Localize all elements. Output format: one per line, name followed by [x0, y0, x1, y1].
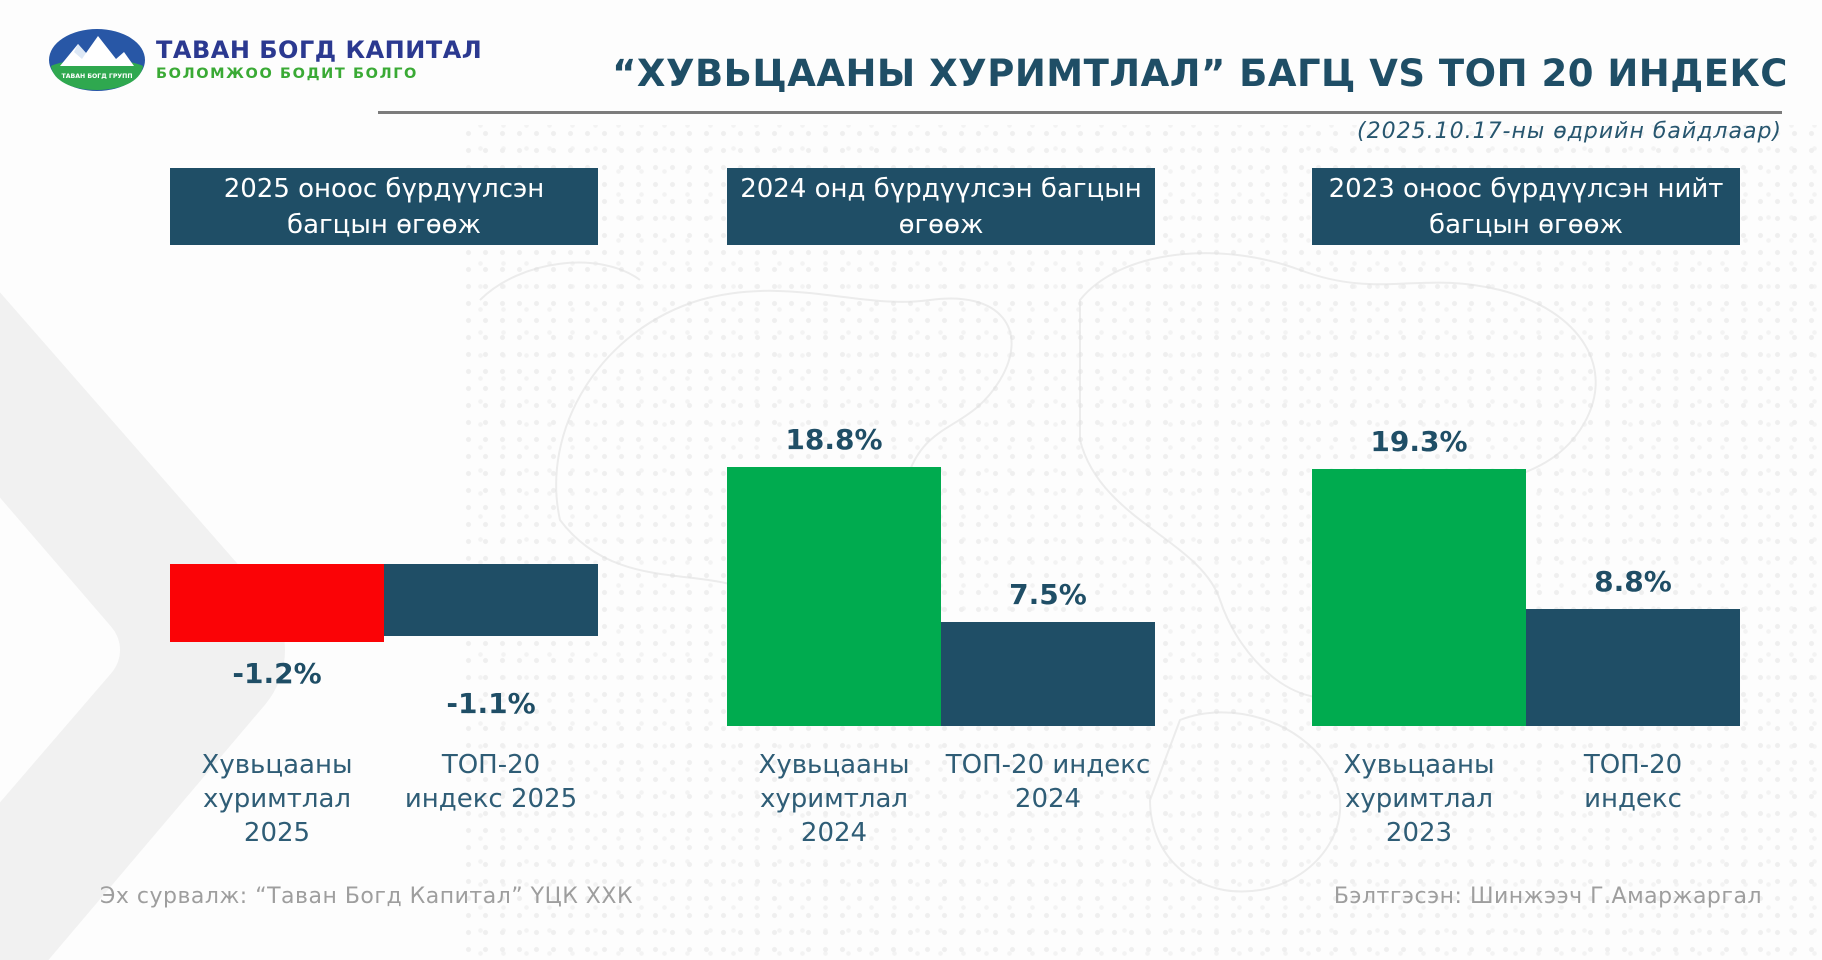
- chart-group-2024: 2024 онд бүрдүүлсэн багцын өгөөж 18.8% Ху…: [727, 168, 1155, 870]
- company-logo: ТАВАН БОГД ГРУПП ТАВАН БОГД КАПИТАЛ БОЛО…: [48, 28, 482, 92]
- logo-emblem: ТАВАН БОГД ГРУПП: [49, 29, 145, 91]
- group-header-text: 2024 онд бүрдүүлсэн багцын өгөөж: [740, 173, 1142, 240]
- chart-area-2023: 19.3% Хувьцааны хуримтлал 2023 8.8% ТОП-20 инд…: [1312, 245, 1740, 870]
- bar-category-label: ТОП-20 индекс 2025: [404, 750, 578, 814]
- bar-value-label: 8.8%: [1594, 565, 1672, 598]
- chart-group-2023: 2023 оноос бүрдүүлсэн нийт багцын өгөөж …: [1312, 168, 1740, 870]
- group-header-2023: 2023 оноос бүрдүүлсэн нийт багцын өгөөж: [1312, 168, 1740, 245]
- bar-category-label: Хувьцааны хуримтлал 2023: [1343, 750, 1495, 848]
- bar-top20-index: [384, 564, 598, 636]
- source-note: Эх сурвалж: “Таван Богд Капитал” ҮЦК ХХК: [100, 884, 634, 909]
- title-divider: [378, 111, 1782, 114]
- bar-category-label: ТОП-20 индекс: [1583, 750, 1683, 814]
- logo-emblem-text: ТАВАН БОГД ГРУПП: [61, 73, 132, 80]
- group-header-2025: 2025 оноос бүрдүүлсэн багцын өгөөж: [170, 168, 598, 245]
- bar-value-label: -1.2%: [232, 657, 322, 690]
- bar-portfolio: [727, 467, 941, 726]
- prepared-by-note: Бэлтгэсэн: Шинжээч Г.Амаржаргал: [1333, 884, 1762, 909]
- bar-category-label: ТОП-20 индекс 2024: [945, 750, 1151, 814]
- bar-category-label: Хувьцааны хуримтлал 2024: [758, 750, 910, 848]
- logo-line1: ТАВАН БОГД КАПИТАЛ: [156, 36, 483, 64]
- logo-line2: БОЛОМЖОО БОДИТ БОЛГО: [156, 66, 418, 82]
- chart-group-2025: 2025 оноос бүрдүүлсэн багцын өгөөж -1.2%…: [170, 168, 598, 870]
- group-header-text: 2023 оноос бүрдүүлсэн нийт багцын өгөөж: [1328, 173, 1724, 240]
- bar-portfolio: [1312, 469, 1526, 726]
- as-of-date: (2025.10.17-ны өдрийн байдлаар): [1357, 119, 1782, 144]
- page-title: “ХУВЬЦААНЫ ХУРИМТЛАЛ” БАГЦ VS ТОП 20 ИНД…: [612, 52, 1788, 95]
- bar-value-label: -1.1%: [446, 687, 536, 720]
- bar-top20-index: [941, 622, 1155, 726]
- bar-category-label: Хувьцааны хуримтлал 2025: [201, 750, 353, 848]
- bar-value-label: 7.5%: [1009, 578, 1087, 611]
- group-header-2024: 2024 онд бүрдүүлсэн багцын өгөөж: [727, 168, 1155, 245]
- chart-area-2025: -1.2% Хувьцааны хуримтлал 2025 -1.1% ТОП-20 ин…: [170, 245, 598, 870]
- bar-portfolio: [170, 564, 384, 642]
- bar-value-label: 18.8%: [785, 423, 883, 456]
- group-header-text: 2025 оноос бүрдүүлсэн багцын өгөөж: [223, 173, 545, 240]
- logo-wordmark: ТАВАН БОГД КАПИТАЛ БОЛОМЖОО БОДИТ БОЛГО: [156, 36, 482, 84]
- bar-top20-index: [1526, 609, 1740, 726]
- chart-area-2024: 18.8% Хувьцааны хуримтлал 2024 7.5% ТОП-20 ин…: [727, 245, 1155, 870]
- bar-value-label: 19.3%: [1370, 425, 1468, 458]
